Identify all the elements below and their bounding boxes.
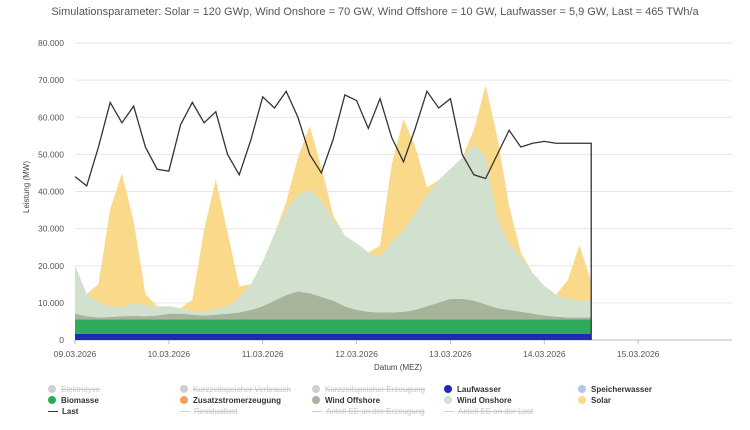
legend-symbol — [312, 410, 322, 412]
x-tick-label: 10.03.2026 — [148, 349, 191, 359]
legend-label: Residuallast — [194, 406, 238, 416]
x-tick-label: 15.03.2026 — [617, 349, 660, 359]
legend-symbol — [48, 385, 56, 393]
legend-label: Solar — [591, 395, 612, 405]
legend-item-speicherwasser[interactable]: Speicherwasser — [578, 384, 688, 394]
y-axis-title: Leistung (MW) — [22, 161, 31, 213]
legend-symbol — [180, 385, 188, 393]
area-laufwasser[interactable] — [75, 334, 592, 340]
line-last[interactable] — [74, 89, 592, 340]
legend-label: Laufwasser — [457, 384, 502, 394]
legend-item-anteil-ee-an-der-erzeugung[interactable]: Anteil EE an der Erzeugung — [312, 406, 444, 416]
legend-symbol — [180, 396, 188, 404]
legend-item-last[interactable]: Last — [48, 406, 180, 416]
x-axis-title: Datum (MEZ) — [374, 363, 422, 372]
x-tick-label: 12.03.2026 — [335, 349, 378, 359]
legend-label: Kurzzeitspeicher Erzeugung — [325, 384, 426, 394]
legend-label: Wind Offshore — [325, 395, 381, 405]
y-tick-label: 20.000 — [38, 261, 64, 271]
legend-label: Wind Onshore — [457, 395, 512, 405]
y-tick-label: 70.000 — [38, 75, 64, 85]
area-biomasse[interactable] — [75, 319, 592, 335]
legend-label: Speicherwasser — [591, 384, 652, 394]
stacked-areas — [75, 85, 592, 340]
legend: Elektrolyse Kurzzeitspeicher Verbrauch Kur… — [48, 384, 688, 416]
legend-item-solar[interactable]: Solar — [578, 395, 688, 405]
legend-label: Kurzzeitspeicher Verbrauch — [193, 384, 291, 394]
legend-symbol — [312, 385, 320, 393]
y-tick-label: 30.000 — [38, 224, 64, 234]
legend-item-wind-offshore[interactable]: Wind Offshore — [312, 395, 444, 405]
legend-item-wind-onshore[interactable]: Wind Onshore — [444, 395, 578, 405]
legend-item-residuallast[interactable]: Residuallast — [180, 406, 312, 416]
legend-label: Biomasse — [61, 395, 99, 405]
legend-symbol — [444, 396, 452, 404]
area-solar[interactable] — [75, 85, 592, 312]
chart-canvas[interactable]: 0 10.000 20.000 30.000 40.000 50.000 60.000 70.… — [0, 0, 750, 380]
legend-symbol — [578, 385, 586, 393]
legend-symbol — [444, 410, 454, 412]
legend-item-kurzzeitspeicher-verbrauch[interactable]: Kurzzeitspeicher Verbrauch — [180, 384, 312, 394]
x-tick-label: 09.03.2026 — [54, 349, 97, 359]
legend-label: Zusatzstromerzeugung — [193, 395, 282, 405]
legend-label: Last — [62, 406, 79, 416]
legend-item-anteil-ee-an-der-last[interactable]: Anteil EE an der Last — [444, 406, 578, 416]
legend-symbol — [48, 396, 56, 404]
y-tick-label: 80.000 — [38, 38, 64, 48]
x-tick-label: 11.03.2026 — [242, 349, 284, 359]
x-tick-label: 13.03.2026 — [429, 349, 472, 359]
legend-item-biomasse[interactable]: Biomasse — [48, 395, 180, 405]
area-wind-onshore[interactable] — [75, 144, 592, 318]
series-lines — [74, 89, 592, 340]
legend-symbol — [444, 385, 452, 393]
legend-item-zusatzstromerzeugung[interactable]: Zusatzstromerzeugung — [180, 395, 312, 405]
legend-symbol — [48, 410, 58, 412]
area-wind-offshore[interactable] — [75, 291, 592, 320]
x-tick-label: 14.03.2026 — [523, 349, 566, 359]
y-tick-label: 10.000 — [38, 298, 64, 308]
y-tick-label: 40.000 — [38, 187, 64, 197]
legend-symbol — [312, 396, 320, 404]
legend-item-kurzzeitspeicher-erzeugung[interactable]: Kurzzeitspeicher Erzeugung — [312, 384, 444, 394]
y-tick-label: 0 — [59, 335, 64, 345]
legend-symbol — [180, 410, 190, 412]
y-tick-label: 50.000 — [38, 149, 64, 159]
legend-item-elektrolyse[interactable]: Elektrolyse — [48, 384, 180, 394]
legend-symbol — [578, 396, 586, 404]
legend-label: Anteil EE an der Erzeugung — [326, 406, 425, 416]
chart-subtitle: Simulationsparameter: Solar = 120 GWp, W… — [51, 6, 699, 18]
legend-item-laufwasser[interactable]: Laufwasser — [444, 384, 578, 394]
legend-label: Elektrolyse — [61, 384, 101, 394]
axes: 0 10.000 20.000 30.000 40.000 50.000 60.000 70.… — [38, 38, 660, 359]
y-tick-label: 60.000 — [38, 112, 64, 122]
legend-label: Anteil EE an der Last — [458, 406, 534, 416]
